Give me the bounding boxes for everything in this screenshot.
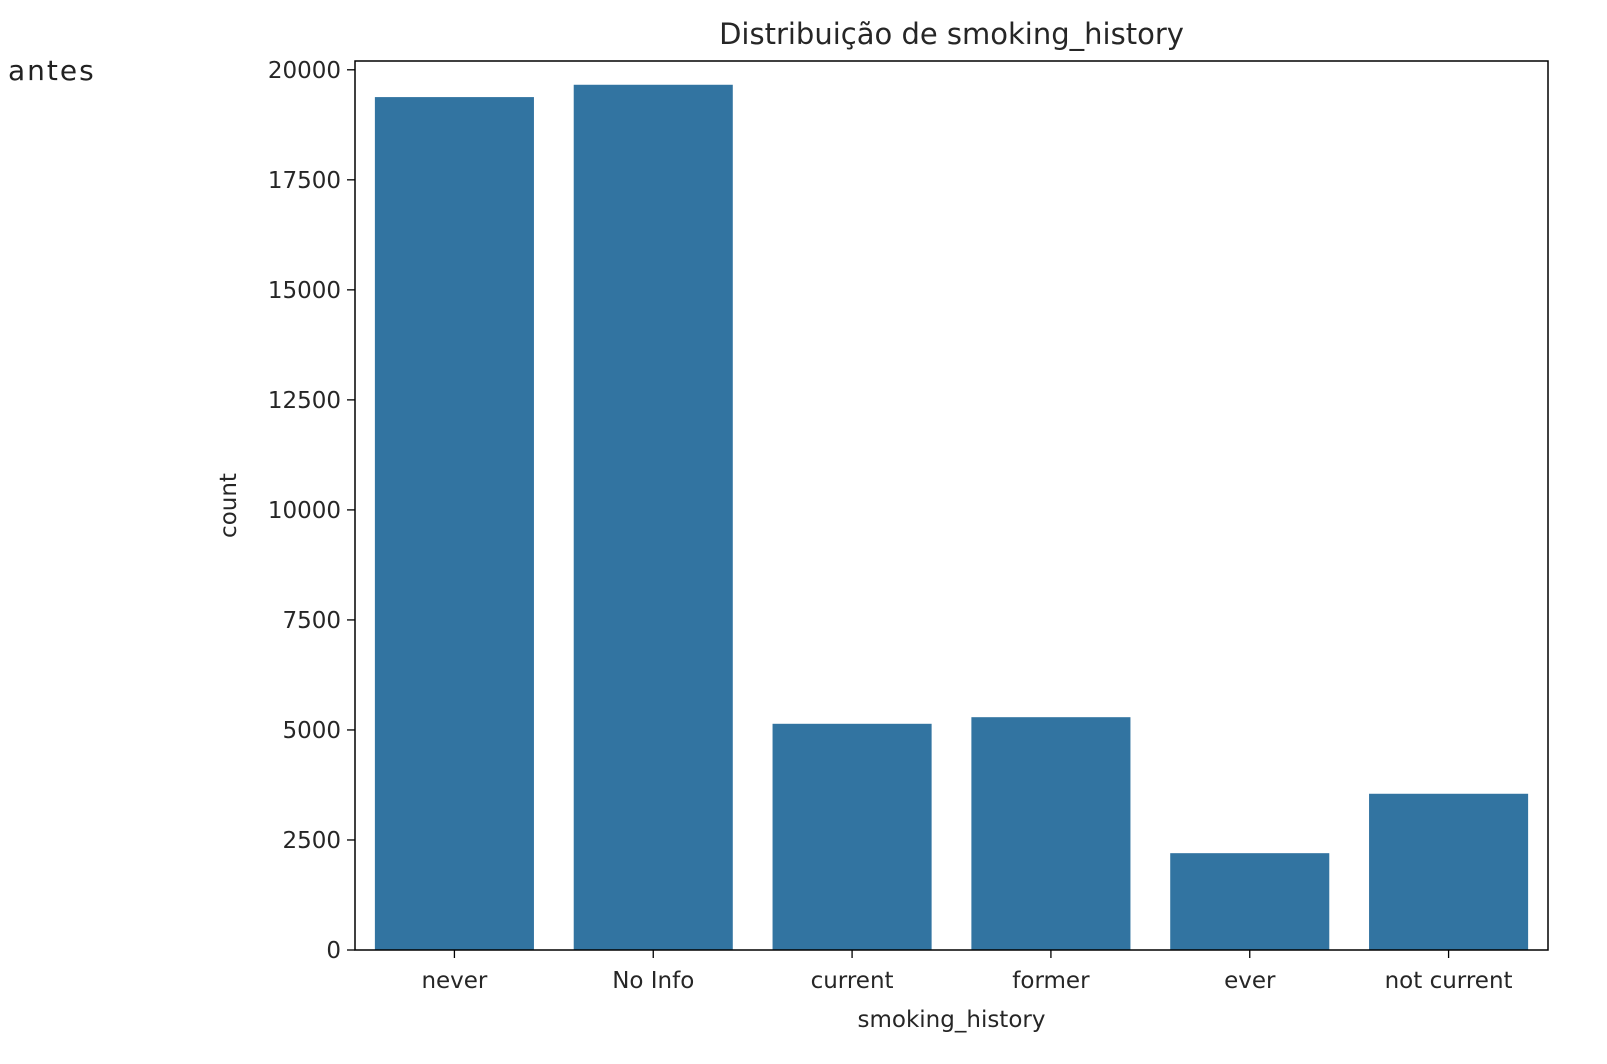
y-tick-label: 12500	[268, 388, 341, 414]
y-axis-label: count	[216, 473, 242, 538]
y-tick-label: 5000	[282, 718, 341, 744]
bar-no-info	[573, 84, 733, 951]
bar-current	[772, 723, 932, 950]
y-tick-label: 10000	[268, 498, 341, 524]
y-tick-label: 2500	[282, 828, 341, 854]
x-tick-label: ever	[1224, 968, 1276, 994]
bar-former	[971, 717, 1131, 950]
y-axis: 0 2500 5000 7500 10000 12500 15000 17500 20000	[268, 58, 355, 964]
y-tick-label: 20000	[268, 58, 341, 84]
x-tick-label: No Info	[612, 968, 694, 994]
side-label: antes	[8, 54, 96, 87]
bar-not-current	[1369, 793, 1529, 950]
x-tick-label: former	[1012, 968, 1090, 994]
y-tick-label: 15000	[268, 278, 341, 304]
y-tick-label: 7500	[282, 608, 341, 634]
chart-title: Distribuição de smoking_history	[719, 17, 1184, 51]
bar-never	[374, 97, 534, 950]
y-tick-label: 0	[326, 938, 341, 964]
x-axis: never No Info current former ever not current	[421, 950, 1513, 994]
x-tick-label: current	[811, 968, 894, 994]
plot-frame	[354, 60, 1549, 951]
bars-group	[374, 84, 1529, 951]
x-tick-label: not current	[1385, 968, 1513, 994]
x-tick-label: never	[421, 968, 487, 994]
x-axis-label: smoking_history	[858, 1007, 1046, 1033]
y-tick-label: 17500	[268, 168, 341, 194]
bar-ever	[1170, 853, 1330, 950]
